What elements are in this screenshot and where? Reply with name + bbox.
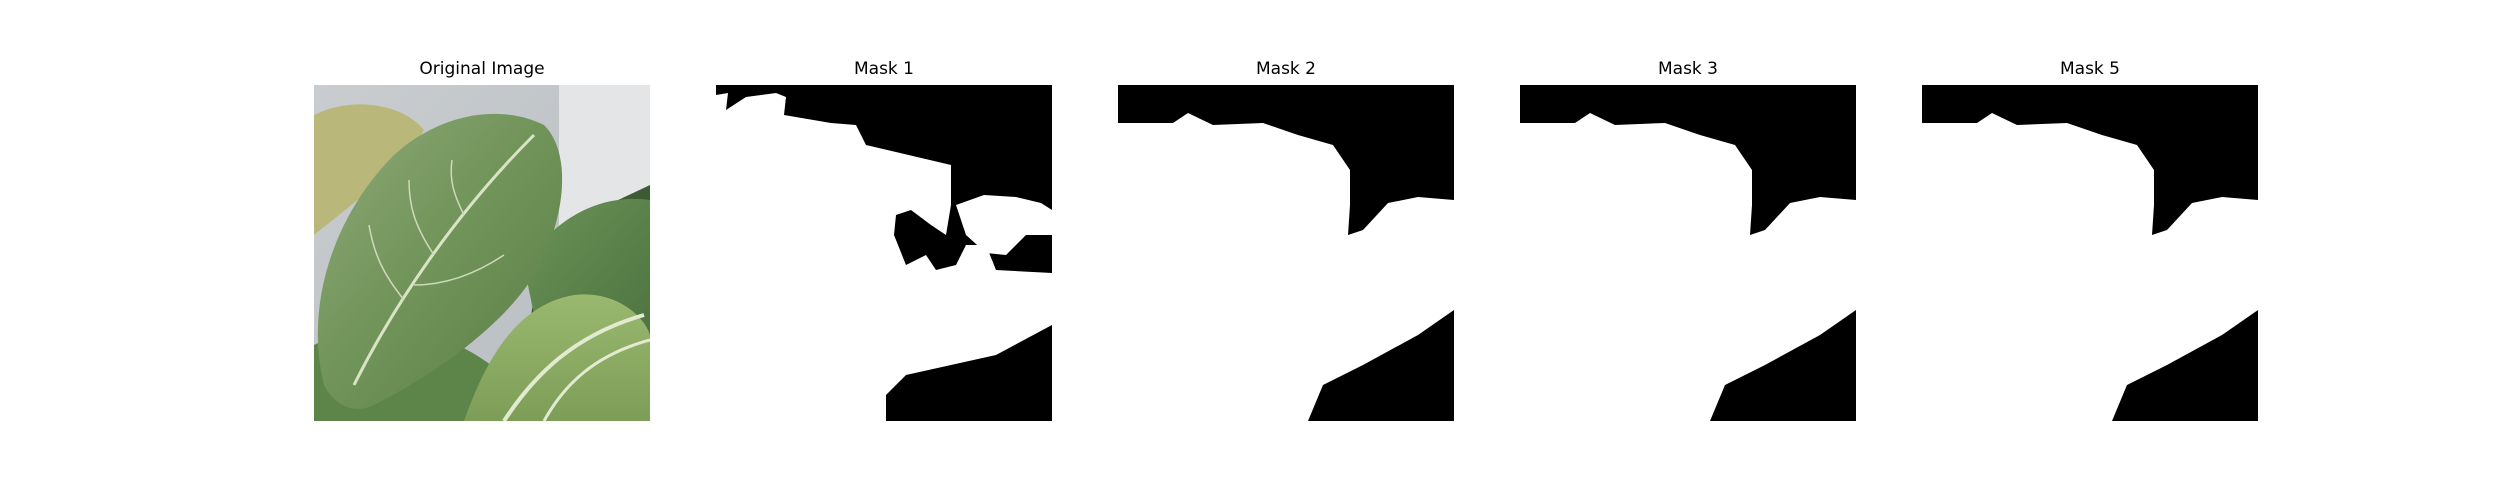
mask-2-panel: Mask 2 <box>1118 59 1454 421</box>
original-image-panel: Original Image <box>314 59 650 421</box>
mask-3-title: Mask 3 <box>1657 59 1718 79</box>
mask-1-panel: Mask 1 <box>716 59 1052 421</box>
mask-2-title: Mask 2 <box>1255 59 1316 79</box>
mask-5-panel: Mask 5 <box>1922 59 2258 421</box>
mask-3-image <box>1520 85 1856 421</box>
mask-3-panel: Mask 3 <box>1520 59 1856 421</box>
original-image-title: Original Image <box>419 59 545 79</box>
original-image <box>314 85 650 421</box>
mask-5-image <box>1922 85 2258 421</box>
mask-5-title: Mask 5 <box>2059 59 2120 79</box>
mask-1-image <box>716 85 1052 421</box>
mask-1-title: Mask 1 <box>853 59 914 79</box>
mask-2-image <box>1118 85 1454 421</box>
